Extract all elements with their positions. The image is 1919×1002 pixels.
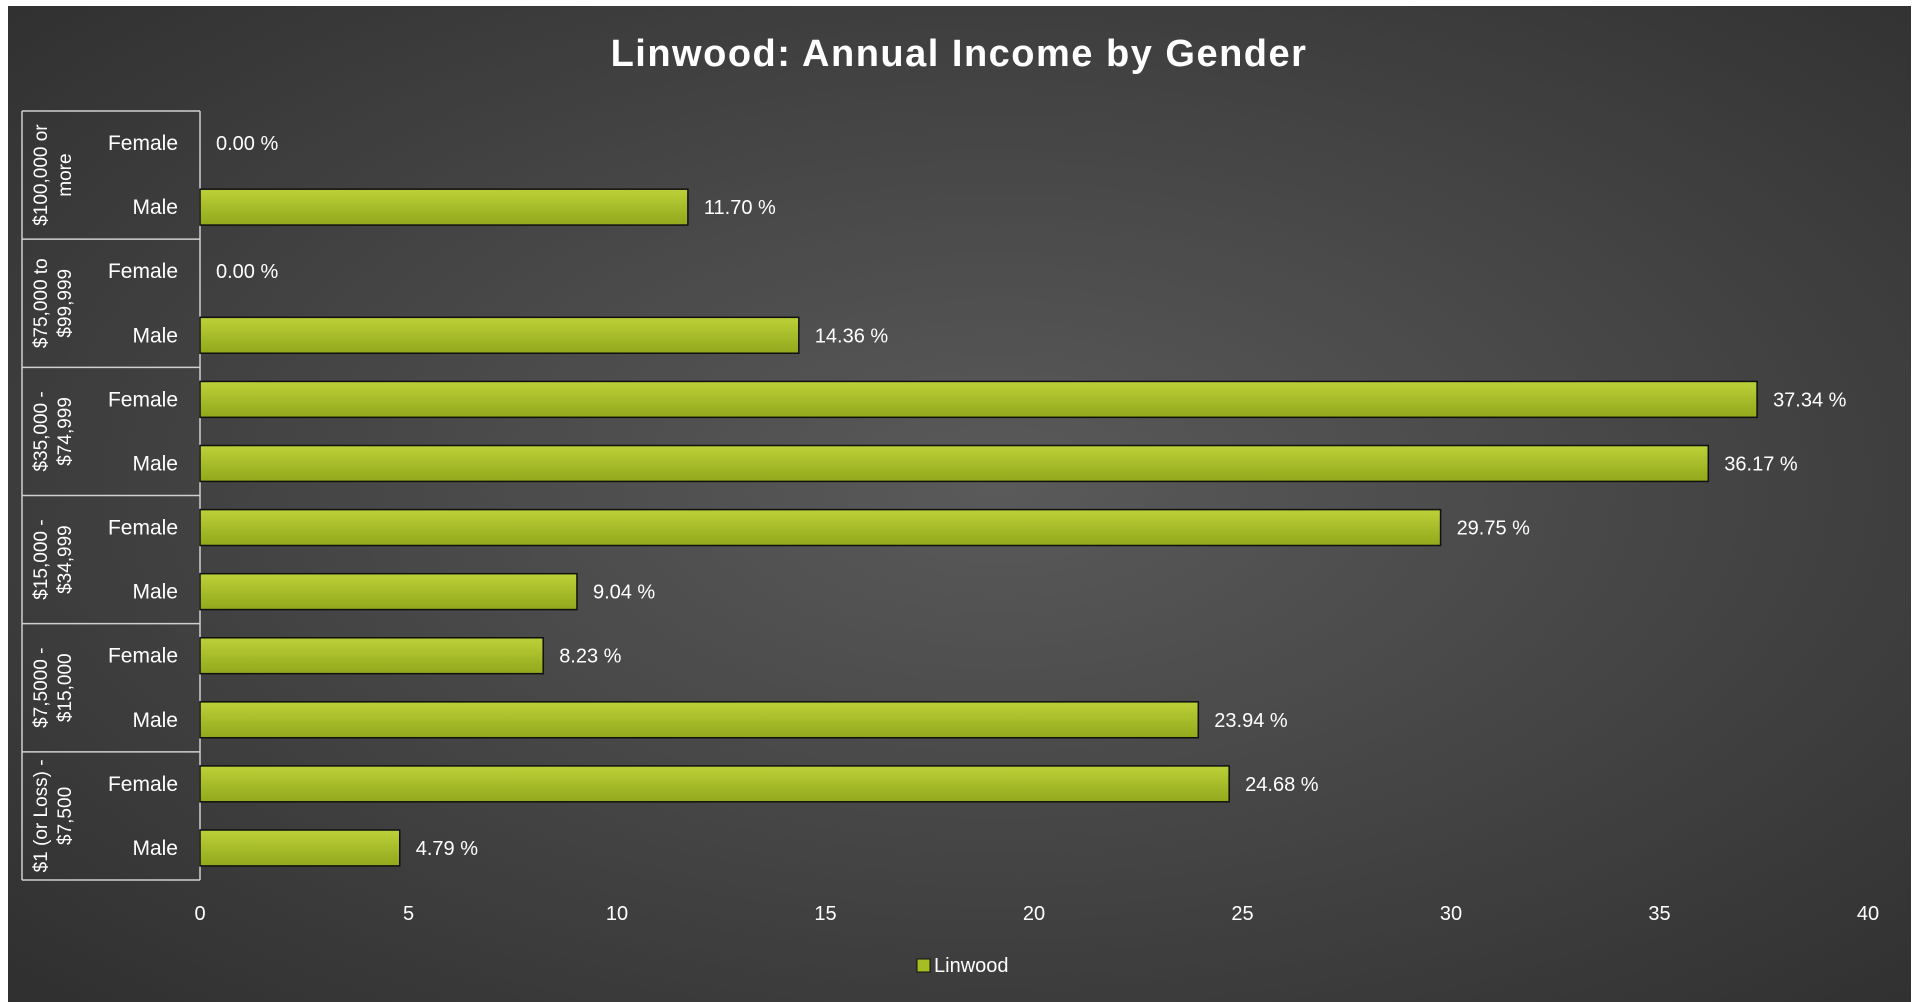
category-label: Male [132, 452, 178, 475]
group-label: $7,5000 - $15,000 [31, 648, 76, 728]
category-label: Female [108, 260, 178, 283]
x-tick-label: 0 [194, 903, 205, 925]
legend-label: Linwood [934, 955, 1009, 977]
group-label: $1 (or Loss) - $7,500 [31, 759, 76, 872]
plot-area: $100,000 or more Female 0.00 % Male 11.70 % $7… [21, 110, 1879, 925]
data-label: 0.00 % [216, 133, 278, 155]
bar [199, 829, 401, 867]
x-tick-label: 25 [1231, 903, 1253, 925]
bar [199, 637, 544, 675]
chart-title: Linwood: Annual Income by Gender [611, 33, 1308, 75]
group-label: $15,000 - $34,999 [31, 519, 76, 599]
category-label: Female [108, 132, 178, 155]
bar [199, 380, 1758, 419]
category-label: Male [132, 196, 178, 219]
x-tick-label: 20 [1023, 903, 1045, 925]
bar [199, 444, 1710, 483]
legend: Linwood [916, 955, 1009, 977]
data-label: 4.79 % [416, 838, 478, 860]
x-tick-label: 15 [814, 903, 836, 925]
category-label: Female [108, 517, 178, 540]
data-label: 0.00 % [216, 261, 278, 283]
bar [199, 765, 1230, 803]
data-label: 24.68 % [1245, 774, 1319, 796]
x-tick-label: 30 [1440, 903, 1462, 925]
category-label: Male [132, 837, 178, 860]
data-label: 29.75 % [1457, 518, 1531, 540]
x-tick-label: 40 [1857, 903, 1879, 925]
bar [199, 316, 800, 354]
group-label: $35,000 - $74,999 [31, 391, 76, 471]
bar [199, 572, 578, 611]
legend-swatch [916, 958, 931, 973]
category-label: Male [132, 581, 178, 604]
data-label: 36.17 % [1724, 453, 1798, 475]
bar [199, 188, 689, 226]
category-label: Male [132, 324, 178, 347]
x-tick-label: 35 [1648, 903, 1670, 925]
x-tick-label: 5 [403, 903, 414, 925]
category-label: Female [108, 645, 178, 668]
x-tick-label: 10 [606, 903, 628, 925]
bar [199, 701, 1200, 739]
data-label: 9.04 % [593, 582, 655, 604]
data-label: 11.70 % [704, 197, 776, 219]
data-label: 23.94 % [1214, 710, 1288, 732]
bar [199, 508, 1442, 547]
data-label: 8.23 % [559, 646, 621, 668]
data-label: 37.34 % [1773, 389, 1847, 411]
group-label: $75,000 to $99,999 [31, 258, 76, 348]
category-label: Female [108, 773, 178, 796]
category-label: Male [132, 709, 178, 732]
group-label: $100,000 or more [31, 124, 76, 226]
category-label: Female [108, 388, 178, 411]
data-label: 14.36 % [815, 325, 889, 347]
